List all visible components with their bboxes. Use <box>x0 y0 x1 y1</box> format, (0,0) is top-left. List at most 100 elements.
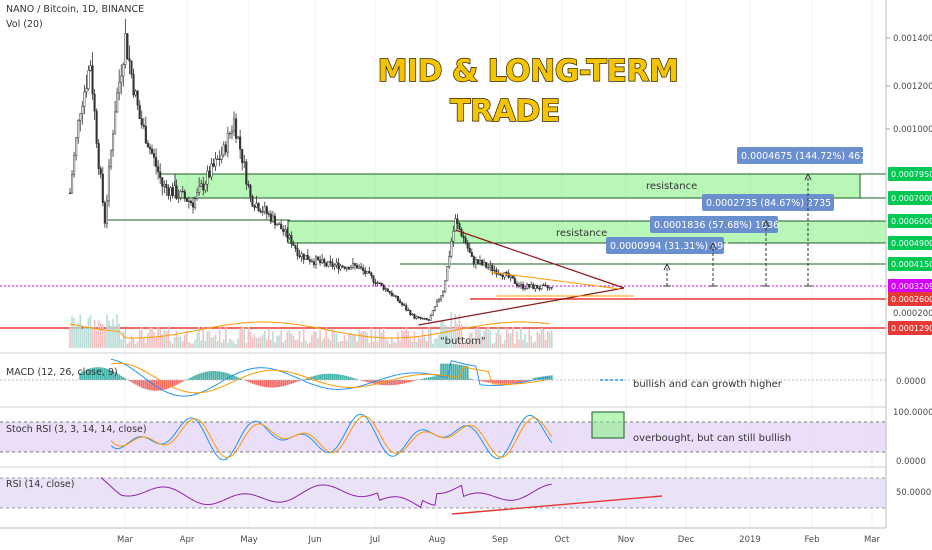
macd-histogram-bar <box>337 374 340 380</box>
volume-bar <box>97 320 100 348</box>
volume-bar <box>516 331 518 348</box>
volume-bar <box>237 338 239 348</box>
macd-histogram-bar <box>536 377 539 380</box>
candle-body <box>224 144 227 153</box>
volume-bar <box>259 336 262 348</box>
candle-body <box>278 223 281 225</box>
candle-body <box>294 245 297 249</box>
macd-histogram-bar <box>456 364 459 380</box>
candle-body <box>261 211 264 213</box>
candlesticks <box>68 18 553 322</box>
measure-box <box>702 194 834 211</box>
volume-bar <box>313 331 315 348</box>
candle-body <box>292 243 295 246</box>
volume-bar <box>501 343 504 348</box>
macd-histogram-bar <box>423 378 426 380</box>
candle-body <box>317 256 320 261</box>
volume-bar <box>296 339 299 348</box>
macd-histogram-bar <box>286 380 289 386</box>
candle-body <box>433 306 436 311</box>
candle-body <box>87 70 90 89</box>
price-tags[interactable]: 0.0007950 0.0007000 0.0006000 0.0004900 0.00… <box>888 167 932 335</box>
macd-histogram-bar <box>421 378 424 380</box>
candle-body <box>200 183 203 187</box>
volume-bar <box>409 337 412 348</box>
macd-histogram-bar <box>313 375 315 380</box>
candle-body <box>159 171 162 179</box>
volume-ma-line <box>69 321 550 339</box>
candle-body <box>257 203 260 212</box>
volume-bar <box>315 332 317 348</box>
macd-histogram-bar <box>409 380 412 382</box>
volume-bar <box>446 326 448 348</box>
volume-bar <box>108 320 110 348</box>
volume-bar <box>423 336 426 348</box>
candle-body <box>448 256 451 267</box>
macd-histogram-bar <box>429 376 432 380</box>
macd-histogram-bar <box>503 380 506 384</box>
price-tag-label: 0.0007950 <box>891 170 932 179</box>
volume-bar <box>477 327 479 348</box>
candle-body <box>353 263 356 266</box>
volume-bar <box>272 330 274 348</box>
candle-body <box>491 265 494 272</box>
volume-bar <box>118 323 120 348</box>
measure-box <box>606 237 724 254</box>
candle-body <box>267 213 270 215</box>
volume-bar <box>317 338 319 348</box>
candle-body <box>269 213 272 222</box>
macd-histogram-bar <box>520 380 522 383</box>
volume-bar <box>192 343 194 348</box>
time-axis-tick: Oct <box>555 535 570 545</box>
stoch-note: overbought, but can still bullish <box>633 433 791 444</box>
candle-body <box>179 191 182 198</box>
volume-bar <box>520 326 522 348</box>
candle-body <box>450 240 453 257</box>
candle-body <box>247 183 250 186</box>
candle-body <box>485 262 488 268</box>
macd-histogram-bar <box>79 372 82 380</box>
candle-body <box>329 261 332 263</box>
volume-bar <box>190 343 192 348</box>
macd-histogram-bar <box>274 380 276 388</box>
macd-histogram-bar <box>489 380 492 383</box>
candle-body <box>218 158 221 161</box>
macd-histogram-bar <box>239 378 242 380</box>
volume-bar <box>399 340 401 348</box>
volume-bar <box>538 333 541 348</box>
candle-body <box>191 202 195 208</box>
macd-histogram-bar <box>352 377 354 380</box>
volume-bar <box>419 338 422 348</box>
volume-bar <box>384 337 387 348</box>
candle-body <box>222 144 225 156</box>
macd-histogram-bar <box>169 380 172 388</box>
macd-histogram-bar <box>210 371 213 380</box>
volume-bar <box>321 340 323 348</box>
macd-histogram-bar <box>349 377 352 380</box>
candle-body <box>194 198 197 208</box>
volume-bar <box>415 341 418 348</box>
macd-histogram-bar <box>91 367 94 380</box>
candle-body <box>235 118 238 139</box>
volume-bar <box>309 341 311 348</box>
macd-histogram-bar <box>405 380 408 383</box>
volume-bar <box>378 329 381 348</box>
stoch-rsi-pane <box>0 411 886 461</box>
volume-bar <box>460 324 463 348</box>
candle-body <box>263 206 266 212</box>
volume-bar <box>512 327 514 348</box>
candle-body <box>489 265 492 268</box>
candle-body <box>364 270 367 274</box>
macd-histogram-bar <box>190 377 192 380</box>
volume-bar <box>356 341 358 348</box>
measure-box <box>737 147 863 164</box>
volume-bar <box>87 318 90 348</box>
volume-bar <box>120 339 123 348</box>
volume-bar <box>79 314 82 348</box>
candle-body <box>196 192 199 200</box>
candle-body <box>220 154 223 160</box>
volume-bar <box>425 340 428 348</box>
time-axis-tick: Sep <box>492 535 508 545</box>
